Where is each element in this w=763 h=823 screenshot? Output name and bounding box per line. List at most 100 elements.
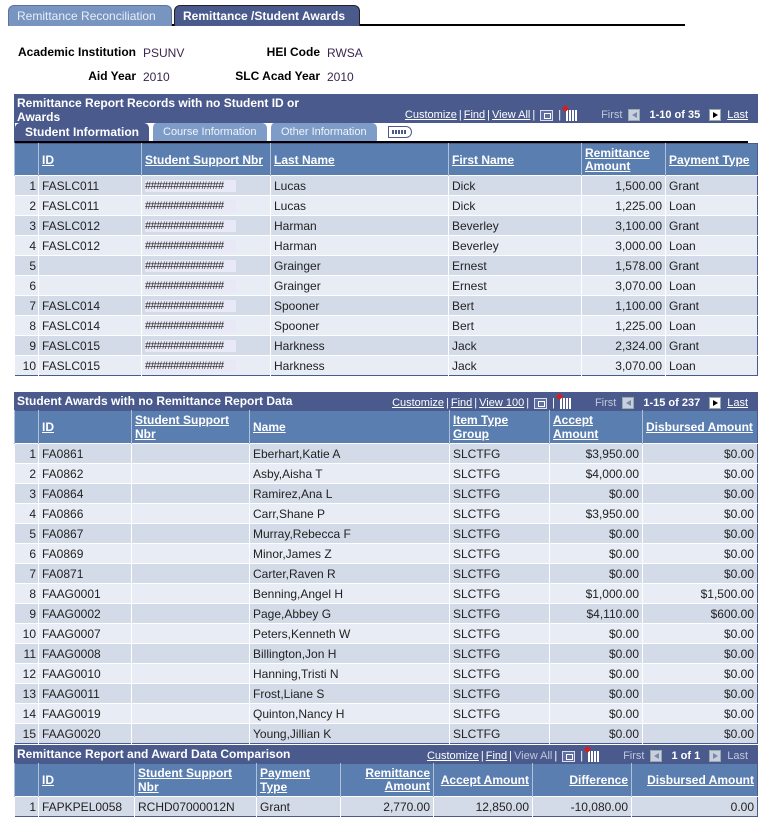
cell-accept-amount: $3,950.00 — [549, 503, 643, 524]
grid-title: Remittance Report Records with no Studen… — [17, 96, 300, 124]
col-name[interactable]: Name — [249, 410, 450, 444]
cell-id: FAPKPEL0058 — [38, 796, 135, 817]
cell-remittance-amount: 2,324.00 — [581, 335, 666, 356]
table-row: 12 FAAG0010 Hanning,Tristi N SLCTFG $0.00 $0.… — [14, 663, 758, 684]
cell-student-support-nbr: ############## — [141, 235, 271, 256]
zoom-icon[interactable] — [562, 750, 576, 762]
cell-payment-type: Loan — [665, 315, 758, 336]
col-first-name[interactable]: First Name — [448, 143, 582, 176]
find-link[interactable]: Find — [485, 750, 508, 762]
cell-first-name: Ernest — [448, 255, 582, 276]
col-student-support-nbr[interactable]: Student Support Nbr — [131, 410, 250, 444]
cell-id — [38, 255, 142, 276]
cell-name: Minor,James Z — [249, 543, 450, 564]
row-number-header — [14, 410, 39, 444]
cell-accept-amount: $0.00 — [549, 523, 643, 544]
cell-accept-amount: $3,950.00 — [549, 443, 643, 464]
col-remittance-amount[interactable]: Remittance Amount — [581, 143, 666, 176]
col-payment-type[interactable]: Payment Type — [665, 143, 758, 176]
cell-payment-type: Grant — [665, 255, 758, 276]
table-row: 3 FA0864 Ramirez,Ana L SLCTFG $0.00 $0.00 — [14, 483, 758, 504]
last-link[interactable]: Last — [727, 109, 748, 121]
cell-accept-amount: $0.00 — [549, 643, 643, 664]
col-remittance-amount[interactable]: Remittance Amount — [340, 763, 434, 797]
download-icon[interactable] — [566, 109, 579, 121]
last-link[interactable]: Last — [727, 397, 748, 409]
table-row: 8 FAAG0001 Benning,Angel H SLCTFG $1,000.00 $… — [14, 583, 758, 604]
show-all-columns-icon[interactable] — [388, 126, 412, 138]
find-link[interactable]: Find — [463, 109, 486, 121]
download-icon[interactable] — [588, 750, 601, 762]
cell-first-name: Bert — [448, 295, 582, 316]
cell-last-name: Grainger — [270, 275, 449, 296]
tab-remittance-reconciliation[interactable]: Remittance Reconciliation — [8, 5, 172, 26]
first-label: First — [601, 109, 623, 121]
cell-first-name: Ernest — [448, 275, 582, 296]
col-accept-amount[interactable]: Accept Amount — [549, 410, 643, 444]
cell-name: Benning,Angel H — [249, 583, 450, 604]
table-row: 1 FA0861 Eberhart,Katie A SLCTFG $3,950.00 $0… — [14, 443, 758, 464]
cell-id: FA0864 — [38, 483, 132, 504]
tab-other-information[interactable]: Other Information — [269, 123, 377, 142]
customize-link[interactable]: Customize — [426, 750, 479, 762]
cell-last-name: Harman — [270, 235, 449, 256]
col-item-type-group[interactable]: Item Type Group — [449, 410, 550, 444]
cell-name: Carr,Shane P — [249, 503, 450, 524]
cell-item-type-group: SLCTFG — [449, 683, 550, 704]
zoom-icon[interactable] — [534, 397, 548, 409]
view-all-link[interactable]: View All — [492, 109, 531, 121]
cell-disbursed-amount: $0.00 — [642, 443, 758, 464]
cell-name: Murray,Rebecca F — [249, 523, 450, 544]
grid-title-bar: Student Awards with no Remittance Report… — [14, 392, 758, 410]
find-link[interactable]: Find — [450, 397, 473, 409]
cell-student-support-nbr — [131, 503, 250, 524]
cell-name: Ramirez,Ana L — [249, 483, 450, 504]
row-number: 2 — [14, 463, 39, 484]
zoom-icon[interactable] — [540, 109, 554, 121]
col-last-name[interactable]: Last Name — [270, 143, 449, 176]
tab-course-information[interactable]: Course Information — [151, 123, 267, 142]
col-id[interactable]: ID — [38, 410, 132, 444]
cell-id: FAAG0010 — [38, 663, 132, 684]
next-icon[interactable] — [709, 109, 722, 121]
col-id[interactable]: ID — [38, 763, 135, 797]
col-disbursed-amount[interactable]: Disbursed Amount — [631, 763, 758, 797]
cell-disbursed-amount: $0.00 — [642, 643, 758, 664]
cell-name: Billington,Jon H — [249, 643, 450, 664]
col-student-support-nbr[interactable]: Student Support Nbr — [141, 143, 271, 176]
tab-remittance-student-awards[interactable]: Remittance /Student Awards — [174, 5, 360, 26]
col-payment-type[interactable]: Payment Type — [256, 763, 341, 797]
cell-last-name: Harkness — [270, 335, 449, 356]
grid-title: Student Awards with no Remittance Report… — [17, 394, 293, 408]
cell-first-name: Jack — [448, 355, 582, 376]
grid-navigation: Customize | Find | View 100 | | First 1-15 … — [392, 397, 748, 409]
col-accept-amount[interactable]: Accept Amount — [433, 763, 533, 797]
cell-student-support-nbr — [131, 663, 250, 684]
next-icon[interactable] — [709, 397, 722, 409]
grid3-table: ID Student Support Nbr Payment Type Remi… — [14, 763, 758, 817]
col-difference[interactable]: Difference — [532, 763, 632, 797]
cell-id: FASLC012 — [38, 215, 142, 236]
cell-remittance-amount: 1,578.00 — [581, 255, 666, 276]
customize-link[interactable]: Customize — [404, 109, 457, 121]
download-icon[interactable] — [559, 397, 572, 409]
next-icon — [709, 750, 722, 762]
cell-disbursed-amount: $0.00 — [642, 483, 758, 504]
grid-title: Remittance Report and Award Data Compari… — [17, 747, 291, 761]
view-100-link[interactable]: View 100 — [479, 397, 525, 409]
grid1-table: ID Student Support Nbr Last Name First N… — [14, 143, 758, 376]
cell-student-support-nbr: ############## — [141, 215, 271, 236]
table-row: 4 FA0866 Carr,Shane P SLCTFG $3,950.00 $0.00 — [14, 503, 758, 524]
cell-payment-type: Grant — [665, 215, 758, 236]
cell-name: Carter,Raven R — [249, 563, 450, 584]
cell-item-type-group: SLCTFG — [449, 663, 550, 684]
customize-link[interactable]: Customize — [392, 397, 445, 409]
tab-student-information[interactable]: Student Information — [15, 123, 149, 142]
cell-payment-type: Grant — [665, 335, 758, 356]
table-row: 7 FASLC014 ############## Spooner Bert 1,100.… — [14, 295, 758, 316]
col-disbursed-amount[interactable]: Disbursed Amount — [642, 410, 758, 444]
cell-accept-amount: $0.00 — [549, 543, 643, 564]
cell-accept-amount: $1,000.00 — [549, 583, 643, 604]
col-id[interactable]: ID — [38, 143, 142, 176]
col-student-support-nbr[interactable]: Student Support Nbr — [134, 763, 257, 797]
